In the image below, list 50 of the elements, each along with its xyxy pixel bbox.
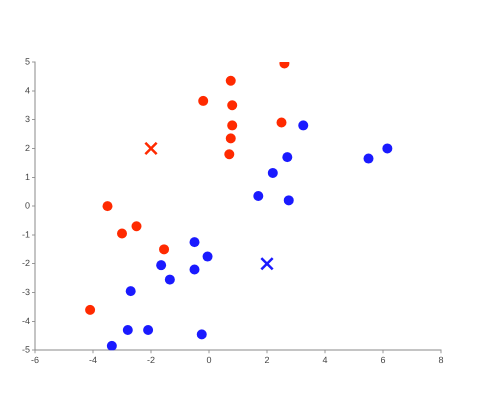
point <box>227 120 238 130</box>
y-tick-label: 5 <box>24 56 30 66</box>
y-tick-label: 0 <box>24 200 30 211</box>
point <box>284 195 294 206</box>
x-tick-label: -4 <box>88 355 98 366</box>
point <box>276 118 286 128</box>
point <box>106 340 117 350</box>
point <box>268 168 278 178</box>
point <box>364 154 374 164</box>
point <box>132 221 142 232</box>
point <box>122 325 133 336</box>
y-tick-label: 1 <box>24 172 30 182</box>
point <box>226 133 236 144</box>
point <box>202 252 213 262</box>
x-tick-label: 2 <box>264 355 270 366</box>
x-tick-label: 8 <box>438 355 444 366</box>
y-tick-label: -2 <box>22 258 30 268</box>
x-tick-label: 6 <box>380 355 386 366</box>
y-tick-label: 3 <box>24 114 30 124</box>
y-tick-label: -1 <box>22 229 30 240</box>
point <box>196 329 207 340</box>
point <box>190 237 200 248</box>
point <box>102 201 112 212</box>
point <box>159 244 170 254</box>
point <box>190 264 200 275</box>
point <box>156 260 166 270</box>
y-tick-label: 2 <box>24 142 30 153</box>
point <box>282 152 292 162</box>
point <box>198 96 208 106</box>
point <box>382 143 392 154</box>
point <box>164 274 175 285</box>
point <box>143 325 154 336</box>
x-tick-label: 0 <box>206 355 212 366</box>
y-tick-label: -5 <box>22 344 30 355</box>
point <box>298 120 308 130</box>
point <box>226 76 236 86</box>
point <box>85 304 96 315</box>
y-tick-label: -4 <box>22 316 30 326</box>
y-tick-label: -3 <box>22 287 30 298</box>
point <box>227 100 238 110</box>
x-tick-label: -6 <box>30 355 40 366</box>
point <box>253 191 264 202</box>
point <box>144 142 158 156</box>
point <box>224 149 234 160</box>
x-tick-label: -2 <box>146 355 156 366</box>
point <box>260 256 274 271</box>
point <box>117 228 127 238</box>
y-tick-label: 4 <box>24 85 30 96</box>
point <box>126 286 136 296</box>
x-tick-label: 4 <box>322 355 328 366</box>
